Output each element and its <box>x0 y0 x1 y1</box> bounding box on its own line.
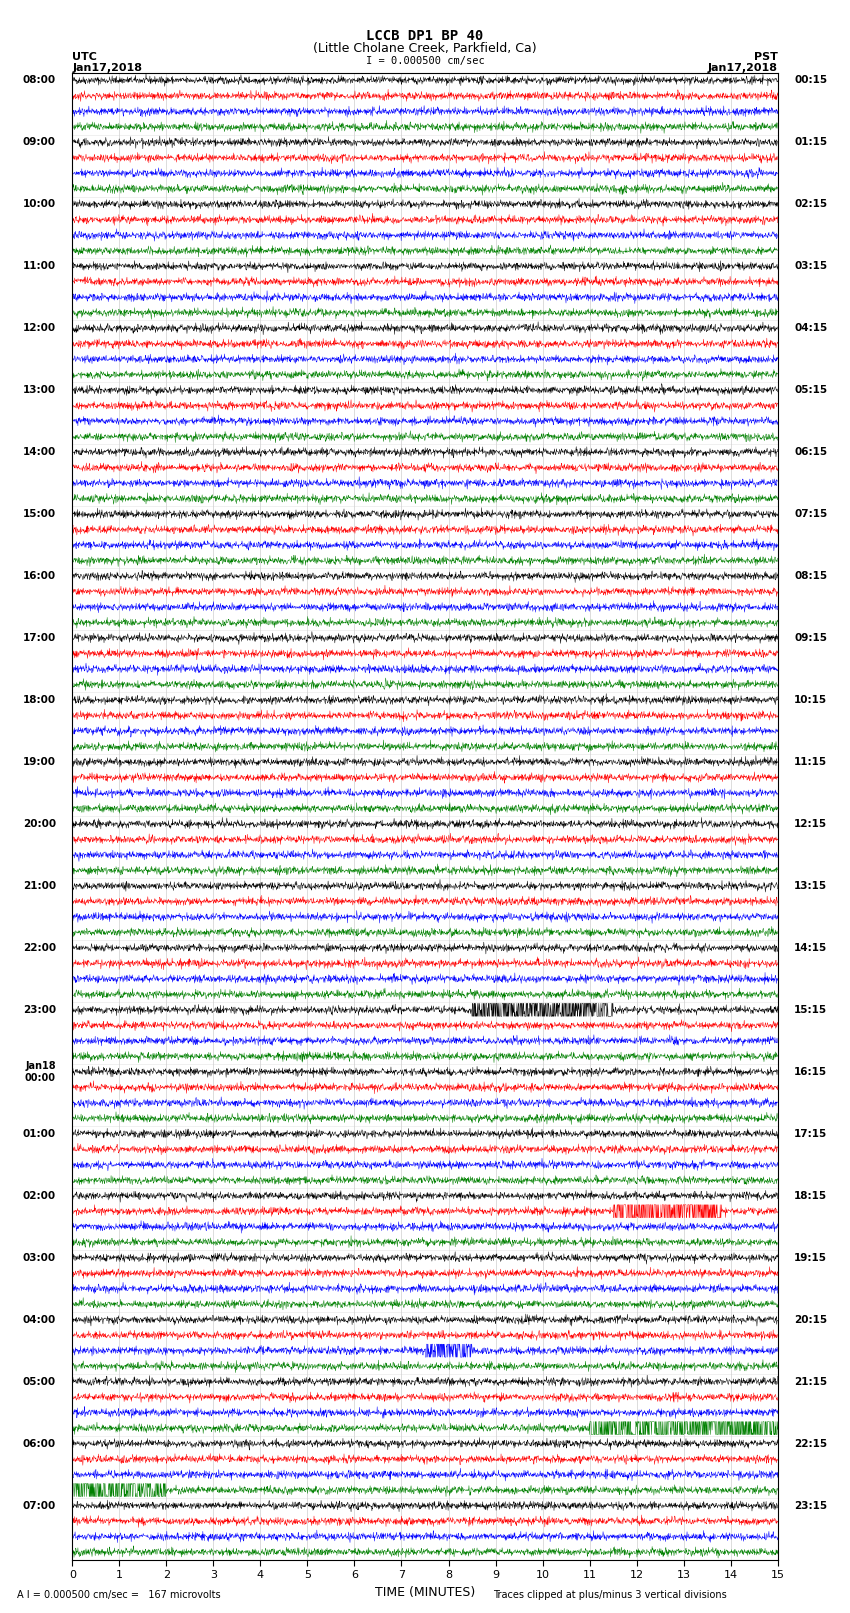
Text: 06:15: 06:15 <box>794 447 827 456</box>
Text: 05:15: 05:15 <box>794 386 827 395</box>
Text: 07:15: 07:15 <box>794 510 827 519</box>
Text: 15:15: 15:15 <box>794 1005 827 1015</box>
Text: 04:15: 04:15 <box>794 323 827 334</box>
Text: 12:00: 12:00 <box>23 323 56 334</box>
Text: 23:00: 23:00 <box>23 1005 56 1015</box>
Text: 02:00: 02:00 <box>23 1190 56 1200</box>
Text: 11:00: 11:00 <box>23 261 56 271</box>
Text: 03:00: 03:00 <box>23 1253 56 1263</box>
Text: 19:15: 19:15 <box>794 1253 827 1263</box>
Text: 05:00: 05:00 <box>23 1376 56 1387</box>
Text: 13:15: 13:15 <box>794 881 827 890</box>
Text: 06:00: 06:00 <box>23 1439 56 1448</box>
Text: 14:00: 14:00 <box>23 447 56 456</box>
Text: Jan17,2018: Jan17,2018 <box>708 63 778 73</box>
Text: 13:00: 13:00 <box>23 386 56 395</box>
Text: 09:00: 09:00 <box>23 137 56 147</box>
Text: 00:15: 00:15 <box>794 76 827 85</box>
Text: 17:15: 17:15 <box>794 1129 827 1139</box>
Text: 19:00: 19:00 <box>23 756 56 766</box>
Text: 16:00: 16:00 <box>23 571 56 581</box>
X-axis label: TIME (MINUTES): TIME (MINUTES) <box>375 1586 475 1598</box>
Text: 21:00: 21:00 <box>23 881 56 890</box>
Text: 08:15: 08:15 <box>794 571 827 581</box>
Text: Traces clipped at plus/minus 3 vertical divisions: Traces clipped at plus/minus 3 vertical … <box>493 1590 727 1600</box>
Text: (Little Cholane Creek, Parkfield, Ca): (Little Cholane Creek, Parkfield, Ca) <box>313 42 537 55</box>
Text: 01:00: 01:00 <box>23 1129 56 1139</box>
Text: 18:15: 18:15 <box>794 1190 827 1200</box>
Text: UTC: UTC <box>72 52 97 61</box>
Text: A I = 0.000500 cm/sec =   167 microvolts: A I = 0.000500 cm/sec = 167 microvolts <box>17 1590 221 1600</box>
Text: 08:00: 08:00 <box>23 76 56 85</box>
Text: 12:15: 12:15 <box>794 819 827 829</box>
Text: 15:00: 15:00 <box>23 510 56 519</box>
Text: 18:00: 18:00 <box>23 695 56 705</box>
Text: 16:15: 16:15 <box>794 1066 827 1077</box>
Text: 20:15: 20:15 <box>794 1315 827 1324</box>
Text: 03:15: 03:15 <box>794 261 827 271</box>
Text: 20:00: 20:00 <box>23 819 56 829</box>
Text: PST: PST <box>754 52 778 61</box>
Text: 04:00: 04:00 <box>23 1315 56 1324</box>
Text: Jan18
00:00: Jan18 00:00 <box>25 1061 56 1082</box>
Text: 10:00: 10:00 <box>23 200 56 210</box>
Text: 17:00: 17:00 <box>23 632 56 644</box>
Text: 22:00: 22:00 <box>23 944 56 953</box>
Text: 11:15: 11:15 <box>794 756 827 766</box>
Text: I = 0.000500 cm/sec: I = 0.000500 cm/sec <box>366 56 484 66</box>
Text: 02:15: 02:15 <box>794 200 827 210</box>
Text: 07:00: 07:00 <box>23 1500 56 1510</box>
Text: 10:15: 10:15 <box>794 695 827 705</box>
Text: Jan17,2018: Jan17,2018 <box>72 63 142 73</box>
Text: 01:15: 01:15 <box>794 137 827 147</box>
Text: 09:15: 09:15 <box>794 632 827 644</box>
Text: 14:15: 14:15 <box>794 944 827 953</box>
Text: 23:15: 23:15 <box>794 1500 827 1510</box>
Text: 21:15: 21:15 <box>794 1376 827 1387</box>
Text: LCCB DP1 BP 40: LCCB DP1 BP 40 <box>366 29 484 44</box>
Text: 22:15: 22:15 <box>794 1439 827 1448</box>
